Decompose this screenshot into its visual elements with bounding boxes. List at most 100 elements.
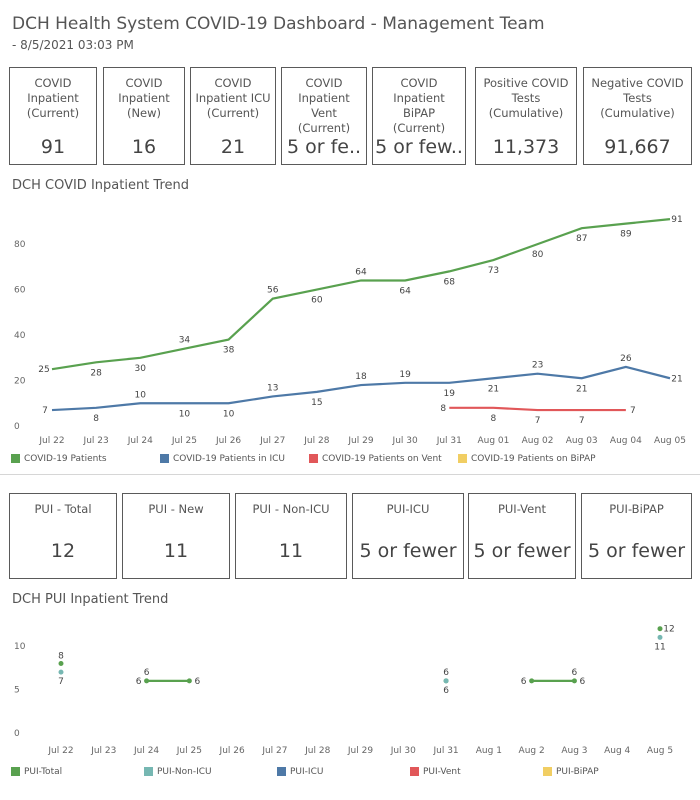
kpi-label: PUI-Vent: [497, 502, 547, 516]
kpi-label: COVID Inpatient (Current): [26, 76, 80, 120]
kpi-label: PUI-BiPAP: [609, 502, 664, 516]
legend-label: PUI-BiPAP: [556, 767, 599, 777]
data-point: [144, 678, 150, 684]
x-tick-label: Jul 29: [347, 746, 373, 756]
kpi-value: 11,373: [492, 136, 560, 158]
data-label: 64: [399, 286, 411, 296]
data-label: 10: [135, 390, 147, 400]
kpi-card[interactable]: COVID Inpatient Vent (Current) 5 or fe..: [281, 67, 367, 165]
data-point: [186, 678, 192, 684]
kpi-value: 91,667: [604, 136, 671, 158]
kpi-card[interactable]: PUI-BiPAP 5 or fewer: [581, 493, 692, 579]
legend-label: PUI-ICU: [290, 767, 324, 777]
kpi-card[interactable]: PUI - Non-ICU 11: [235, 493, 347, 579]
kpi-card[interactable]: PUI-ICU 5 or fewer: [352, 493, 464, 579]
data-label: 8: [440, 404, 446, 414]
data-label: 7: [58, 677, 64, 687]
data-label: 6: [136, 677, 142, 687]
data-label: 10: [223, 409, 235, 419]
kpi-label: Positive COVID Tests (Cumulative): [483, 76, 569, 120]
y-tick-label: 60: [14, 286, 26, 296]
legend-item[interactable]: PUI-Non-ICU: [144, 767, 212, 777]
data-label: 11: [654, 642, 665, 652]
legend-item[interactable]: PUI-BiPAP: [543, 767, 599, 777]
kpi-card[interactable]: COVID Inpatient BiPAP (Current) 5 or few.…: [372, 67, 466, 165]
kpi-card[interactable]: Positive COVID Tests (Cumulative) 11,373: [475, 67, 577, 165]
data-label: 89: [620, 230, 632, 240]
kpi-label: COVID Inpatient BiPAP (Current): [392, 76, 446, 135]
kpi-value: 5 or fewer: [473, 540, 571, 562]
data-label: 6: [521, 677, 527, 687]
legend-item[interactable]: COVID-19 Patients on Vent: [309, 454, 442, 464]
legend-item[interactable]: COVID-19 Patients on BiPAP: [458, 454, 596, 464]
y-tick-label: 80: [14, 240, 26, 250]
data-label: 64: [355, 267, 367, 277]
data-point: [529, 678, 535, 684]
x-tick-label: Jul 30: [392, 436, 418, 446]
kpi-value: 11: [278, 540, 304, 562]
y-tick-label: 0: [14, 729, 20, 739]
kpi-value: 5 or fewer: [587, 540, 686, 562]
data-label: 7: [579, 416, 585, 426]
data-label: 73: [488, 266, 499, 276]
legend-item[interactable]: PUI-ICU: [277, 767, 323, 777]
x-tick-label: Jul 22: [38, 436, 64, 446]
kpi-card[interactable]: PUI-Vent 5 or fewer: [468, 493, 576, 579]
x-tick-label: Aug 5: [647, 746, 673, 756]
legend-label: PUI-Non-ICU: [157, 767, 212, 777]
kpi-card[interactable]: Negative COVID Tests (Cumulative) 91,667: [583, 67, 692, 165]
data-label: 56: [267, 286, 279, 296]
kpi-card[interactable]: COVID Inpatient (Current) 91: [9, 67, 97, 165]
legend-item[interactable]: PUI-Vent: [410, 767, 461, 777]
legend-label: COVID-19 Patients: [24, 454, 107, 464]
data-point: [58, 660, 64, 666]
series-line: [51, 365, 671, 412]
kpi-value: 5 or fe..: [286, 136, 362, 158]
legend-label: PUI-Vent: [423, 767, 461, 777]
x-tick-label: Jul 23: [90, 746, 116, 756]
x-tick-label: Jul 26: [219, 746, 245, 756]
x-tick-label: Jul 30: [390, 746, 416, 756]
data-label: 28: [90, 368, 102, 378]
data-label: 18: [355, 372, 367, 382]
kpi-label: Negative COVID Tests (Cumulative): [591, 76, 684, 120]
legend-item[interactable]: COVID-19 Patients in ICU: [160, 454, 285, 464]
legend-item[interactable]: COVID-19 Patients: [11, 454, 107, 464]
x-tick-label: Aug 3: [561, 746, 587, 756]
legend-swatch: [277, 767, 286, 776]
data-label: 6: [443, 668, 449, 678]
kpi-card[interactable]: PUI - Total 12: [9, 493, 117, 579]
series-line: [449, 406, 626, 412]
data-label: 7: [535, 416, 541, 426]
x-tick-label: Aug 05: [654, 436, 686, 446]
legend-swatch: [458, 454, 467, 463]
kpi-card[interactable]: PUI - New 11: [122, 493, 230, 579]
data-label: 23: [532, 361, 543, 371]
data-label: 6: [580, 677, 586, 687]
kpi-value: 11: [163, 540, 189, 562]
x-tick-label: Jul 31: [432, 746, 458, 756]
x-tick-label: Jul 22: [47, 746, 73, 756]
divider: [0, 474, 700, 475]
kpi-card[interactable]: COVID Inpatient (New) 16: [103, 67, 185, 165]
legend-item[interactable]: PUI-Total: [11, 767, 62, 777]
x-tick-label: Jul 24: [133, 746, 159, 756]
chart2-legend: PUI-Total PUI-Non-ICU PUI-ICU PUI-Vent PUI-B…: [0, 767, 700, 781]
data-label: 68: [444, 277, 456, 287]
data-label: 6: [443, 686, 449, 696]
data-label: 60: [311, 296, 323, 306]
page-title: DCH Health System COVID-19 Dashboard - M…: [12, 14, 545, 34]
data-label: 13: [267, 383, 278, 393]
data-label: 7: [630, 406, 636, 416]
kpi-value: 12: [50, 540, 76, 562]
x-tick-label: Jul 24: [127, 436, 153, 446]
page-subtitle: - 8/5/2021 03:03 PM: [12, 38, 134, 52]
y-tick-label: 40: [14, 331, 26, 341]
data-label: 8: [491, 414, 497, 424]
kpi-value: 91: [40, 136, 66, 158]
y-tick-label: 10: [14, 642, 26, 652]
x-tick-label: Aug 01: [477, 436, 509, 446]
data-label: 8: [93, 414, 99, 424]
kpi-card[interactable]: COVID Inpatient ICU (Current) 21: [190, 67, 276, 165]
data-label: 12: [663, 625, 674, 635]
